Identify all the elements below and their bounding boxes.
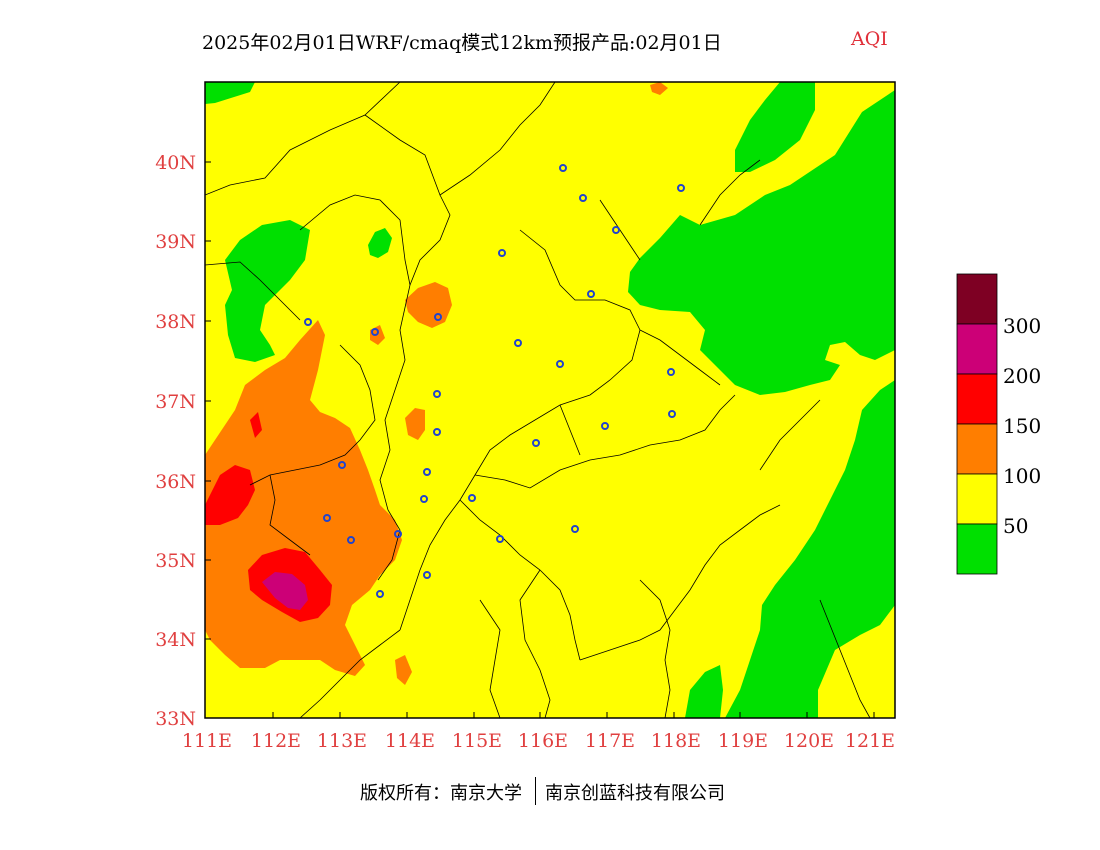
city-marker xyxy=(323,514,331,522)
city-marker xyxy=(556,360,564,368)
y-tick-label: 39N xyxy=(155,231,196,253)
aqi-unhealthy-region-west xyxy=(205,465,255,525)
x-axis: 111E 112E 113E 114E 115E 116E 117E 118E … xyxy=(182,730,895,752)
city-marker xyxy=(420,495,428,503)
y-tick-label: 38N xyxy=(155,311,196,333)
aqi-unhealthy-region-small xyxy=(250,412,262,438)
x-tick-label: 119E xyxy=(718,730,768,752)
legend-label: 200 xyxy=(1003,364,1041,388)
legend-swatch-hazardous xyxy=(956,273,998,325)
company-text: 南京创蓝科技有限公司 xyxy=(545,783,725,804)
aqi-good-region-south xyxy=(685,665,723,718)
aqi-sensitive-region-small4 xyxy=(650,82,668,95)
city-marker xyxy=(677,184,685,192)
aqi-good-region-northeast xyxy=(735,82,815,172)
legend-swatch-sensitive xyxy=(956,423,998,475)
aqi-good-region-northwest xyxy=(205,82,255,104)
aqi-sensitive-region-small3 xyxy=(395,655,412,685)
x-tick-label: 114E xyxy=(385,730,435,752)
city-marker xyxy=(423,571,431,579)
x-tick-label: 117E xyxy=(585,730,635,752)
city-marker xyxy=(496,535,504,543)
city-marker xyxy=(468,494,476,502)
x-tick-label: 116E xyxy=(518,730,568,752)
aqi-sensitive-region-small1 xyxy=(405,408,425,440)
y-axis: 33N 34N 35N 36N 37N 38N 39N 40N xyxy=(155,152,196,730)
city-marker xyxy=(347,536,355,544)
city-marker xyxy=(601,422,609,430)
x-tick-label: 115E xyxy=(452,730,502,752)
city-marker xyxy=(394,530,402,538)
city-marker xyxy=(433,428,441,436)
legend-swatch-very-unhealthy xyxy=(956,323,998,375)
city-marker xyxy=(668,410,676,418)
x-ticks xyxy=(205,161,875,718)
province-boundaries xyxy=(205,82,871,718)
city-marker xyxy=(612,226,620,234)
y-tick-label: 35N xyxy=(155,550,196,572)
city-marker xyxy=(559,164,567,172)
title-variable: AQI xyxy=(851,28,888,50)
legend-label: 150 xyxy=(1003,414,1041,438)
legend-swatch-moderate xyxy=(956,473,998,525)
city-marker xyxy=(304,318,312,326)
aqi-good-region-southeast xyxy=(725,380,895,718)
y-tick-label: 37N xyxy=(155,391,196,413)
x-tick-label: 111E xyxy=(182,730,232,752)
title-main: 2025年02月01日WRF/cmaq模式12km预报产品:02月01日 xyxy=(202,32,722,54)
aqi-good-region-west xyxy=(225,220,310,362)
aqi-good-region-east xyxy=(628,90,895,395)
plot-frame xyxy=(204,81,896,719)
legend-label: 100 xyxy=(1003,464,1041,488)
x-tick-label: 120E xyxy=(784,730,834,752)
aqi-very-unhealthy-region xyxy=(262,572,308,610)
copyright-text: 版权所有：南京大学 xyxy=(360,783,522,804)
footer-divider xyxy=(535,777,536,805)
city-marker xyxy=(423,468,431,476)
city-marker xyxy=(376,590,384,598)
city-marker xyxy=(514,339,522,347)
y-tick-label: 36N xyxy=(155,471,196,493)
city-marker xyxy=(579,194,587,202)
aqi-field xyxy=(205,82,895,718)
legend-swatch-good xyxy=(956,523,998,575)
city-marker xyxy=(498,249,506,257)
aqi-good-region-small xyxy=(368,228,392,258)
x-tick-label: 112E xyxy=(251,730,301,752)
aqi-legend: 50 100 150 200 300 xyxy=(956,273,1041,575)
city-marker xyxy=(587,290,595,298)
legend-label: 300 xyxy=(1003,314,1041,338)
footer: 版权所有：南京大学 南京创蓝科技有限公司 xyxy=(0,777,1100,809)
x-tick-label: 121E xyxy=(845,730,895,752)
city-markers xyxy=(304,164,685,598)
city-marker xyxy=(433,390,441,398)
city-marker xyxy=(571,525,579,533)
y-tick-label: 34N xyxy=(155,629,196,651)
city-marker xyxy=(434,313,442,321)
y-tick-label: 33N xyxy=(155,708,196,730)
city-marker xyxy=(532,439,540,447)
city-marker xyxy=(667,368,675,376)
y-tick-label: 40N xyxy=(155,152,196,174)
x-tick-label: 118E xyxy=(651,730,701,752)
x-tick-label: 113E xyxy=(317,730,367,752)
city-marker xyxy=(338,461,346,469)
city-marker xyxy=(371,328,379,336)
legend-label: 50 xyxy=(1003,514,1028,538)
legend-swatch-unhealthy xyxy=(956,373,998,425)
